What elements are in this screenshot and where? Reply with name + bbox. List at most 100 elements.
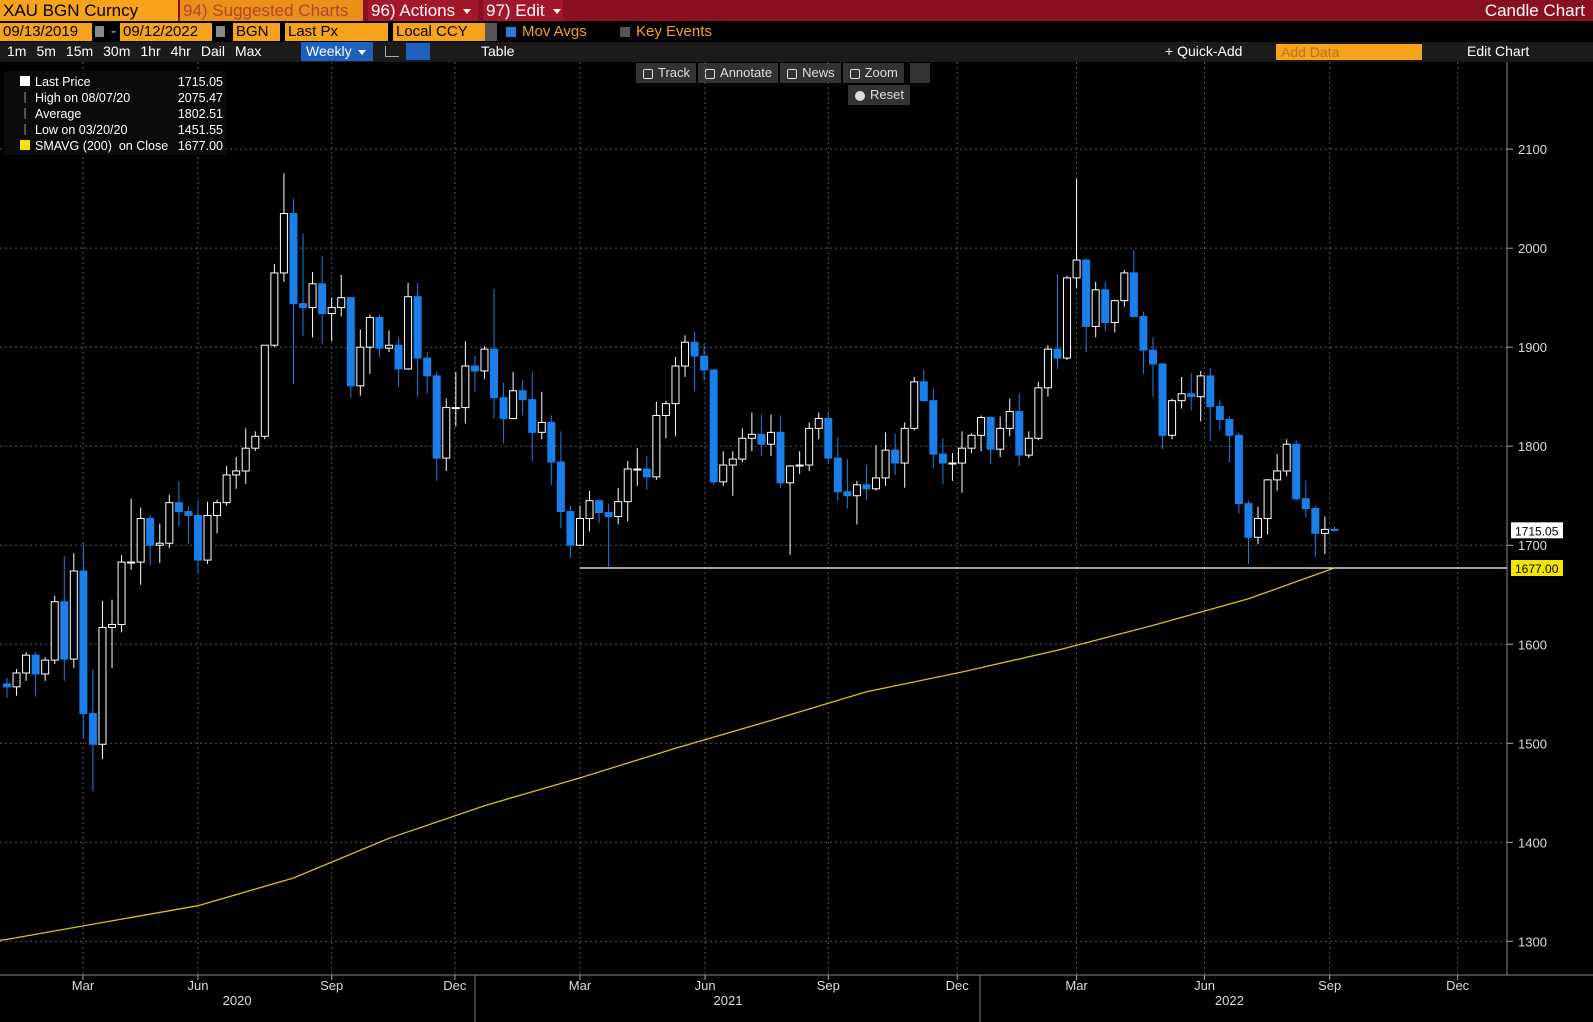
label: Key Events xyxy=(636,23,712,40)
candle-body xyxy=(1301,498,1310,510)
period-button[interactable]: 5m xyxy=(36,43,56,59)
edit-menu[interactable]: 97) Edit xyxy=(483,0,563,21)
candle xyxy=(337,274,346,317)
candle xyxy=(1263,478,1272,535)
candle-body xyxy=(795,464,804,467)
tool-button[interactable]: Zoom xyxy=(842,63,904,83)
candle xyxy=(566,505,575,559)
candle-body xyxy=(203,515,212,561)
candle-body xyxy=(824,417,833,459)
candle-body xyxy=(270,272,279,346)
x-tick-label: Jun xyxy=(187,978,208,993)
candle-body xyxy=(1320,528,1329,534)
candle-body xyxy=(470,365,479,372)
quick-add[interactable]: + Quick-Add xyxy=(1165,43,1243,59)
candle-body xyxy=(1091,289,1100,327)
candle xyxy=(356,329,365,396)
candle-body xyxy=(547,421,556,463)
candle-body xyxy=(365,316,374,348)
actions-menu[interactable]: 96) Actions xyxy=(368,0,478,21)
candle xyxy=(824,412,833,465)
candle xyxy=(1320,516,1329,555)
tool-button[interactable]: Annotate xyxy=(698,63,779,83)
candle xyxy=(490,288,499,419)
candle-icon[interactable] xyxy=(406,43,430,60)
candle-body xyxy=(308,283,317,309)
candle xyxy=(986,416,995,465)
period-button[interactable]: Max xyxy=(234,43,262,59)
candle xyxy=(766,414,775,457)
candle-body xyxy=(88,713,97,745)
candle xyxy=(623,461,632,522)
candle-body xyxy=(1053,348,1062,359)
period-button[interactable]: 15m xyxy=(65,43,94,59)
calendar-icon[interactable] xyxy=(95,26,104,37)
candle xyxy=(805,422,814,471)
candle-body xyxy=(184,511,193,517)
candle-body xyxy=(1005,411,1014,429)
y-tick-label: 1500 xyxy=(1518,736,1547,751)
period-button[interactable]: 1hr xyxy=(140,43,161,59)
candle-body xyxy=(1206,375,1215,408)
candle xyxy=(442,398,451,471)
suggested-charts[interactable]: 94) Suggested Charts xyxy=(180,0,363,21)
legend-value: 1715.05 xyxy=(178,75,223,89)
candle-body xyxy=(1043,348,1052,389)
candle xyxy=(843,459,852,509)
add-data[interactable]: Add Data xyxy=(1276,44,1422,60)
candle-body xyxy=(1215,406,1224,420)
source[interactable]: BGN xyxy=(233,23,280,41)
candle xyxy=(98,600,107,760)
candle xyxy=(1005,398,1014,437)
candle-body xyxy=(1082,259,1091,327)
candle-body xyxy=(986,416,995,450)
dropdown[interactable] xyxy=(485,23,497,41)
candle xyxy=(700,344,709,381)
edit-chart[interactable]: Edit Chart xyxy=(1467,43,1530,59)
calendar-icon[interactable] xyxy=(216,26,225,37)
candle xyxy=(184,506,193,545)
y-tick-label: 1700 xyxy=(1518,538,1547,553)
y-tick-label: 1600 xyxy=(1518,637,1547,652)
period-button[interactable]: 30m xyxy=(103,43,131,59)
field[interactable]: Last Px xyxy=(285,23,388,41)
label: Zoom xyxy=(864,65,898,80)
candle-body xyxy=(509,390,518,419)
candle xyxy=(528,371,537,462)
candle-body xyxy=(442,407,451,459)
reset-button[interactable]: Reset xyxy=(848,85,910,105)
candle xyxy=(1234,432,1243,514)
candle xyxy=(1024,431,1033,459)
candle-body xyxy=(595,500,604,514)
end-date[interactable]: 09/12/2022 xyxy=(120,23,212,41)
period-button[interactable]: Dail xyxy=(200,43,225,59)
legend-value: 1451.55 xyxy=(178,123,223,137)
candle-body xyxy=(213,502,222,517)
tool-button[interactable]: News xyxy=(780,63,841,83)
weekly-button[interactable]: Weekly xyxy=(301,42,373,61)
table-button[interactable]: Table xyxy=(481,43,515,59)
candle xyxy=(308,271,317,338)
tool-button[interactable]: Track xyxy=(636,63,697,83)
candle-body xyxy=(22,654,31,674)
candle xyxy=(1158,363,1167,450)
candle xyxy=(299,233,308,337)
key-events[interactable]: Key Events xyxy=(617,23,712,41)
candle-body xyxy=(490,348,499,399)
ticker[interactable]: XAU BGN Curncy xyxy=(0,0,178,21)
start-date[interactable]: 09/13/2019 xyxy=(0,23,92,41)
period-button[interactable]: 1m xyxy=(7,43,27,59)
candle xyxy=(1110,299,1119,333)
mov-avgs[interactable]: Mov Avgs xyxy=(503,23,587,41)
line-icon[interactable] xyxy=(385,46,399,57)
candle xyxy=(595,499,604,524)
candle-body xyxy=(671,365,680,405)
candle xyxy=(681,335,690,377)
period-button[interactable]: 4hr xyxy=(170,43,191,59)
settings-button[interactable] xyxy=(910,63,930,83)
currency[interactable]: Local CCY xyxy=(393,23,485,41)
candle xyxy=(1043,345,1052,397)
candle xyxy=(633,448,642,486)
candle xyxy=(585,490,594,532)
candle-body xyxy=(1168,400,1177,436)
